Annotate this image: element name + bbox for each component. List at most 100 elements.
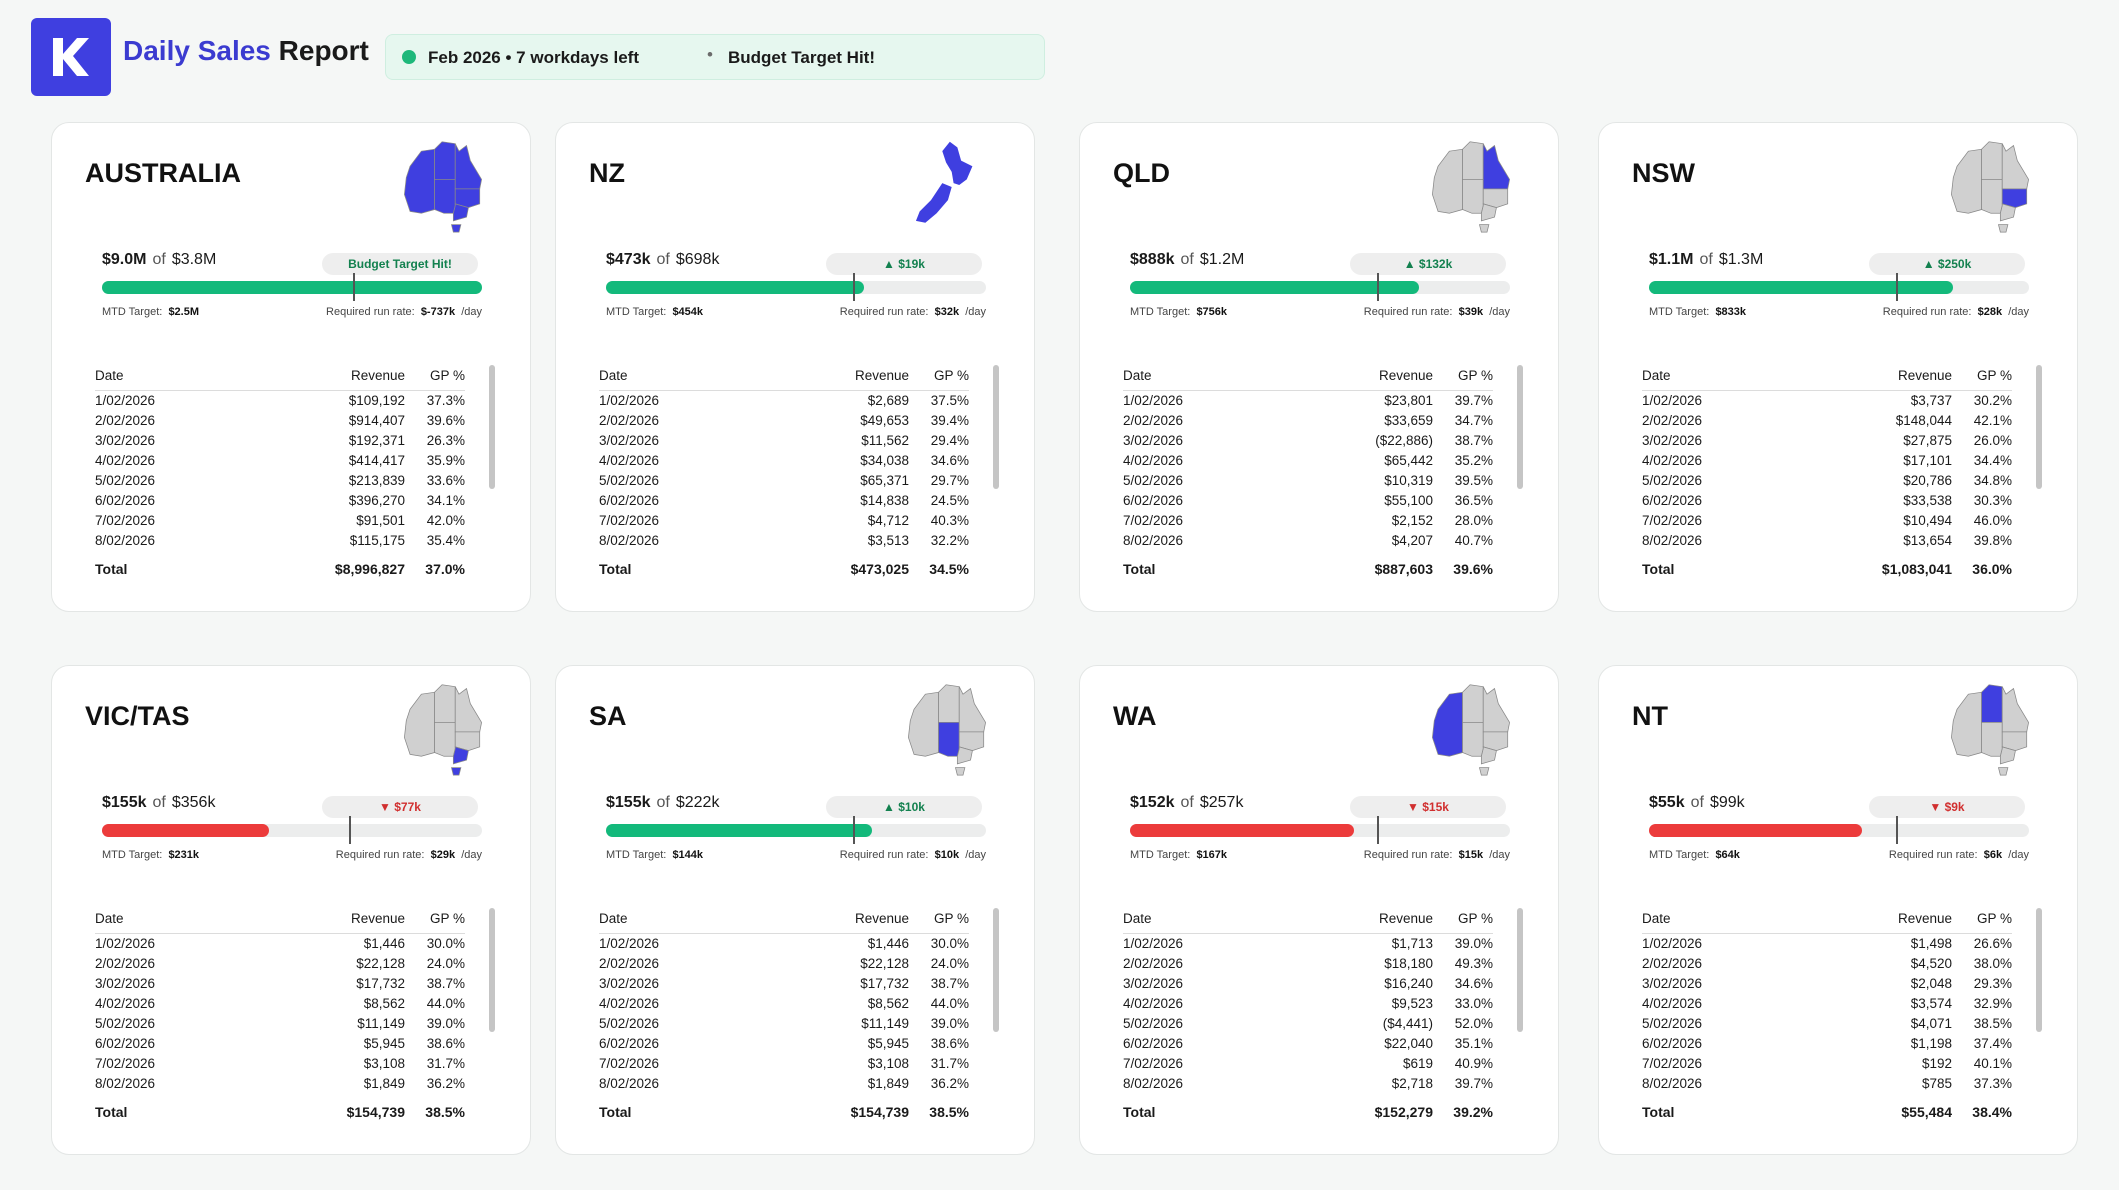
table-scrollbar[interactable]: [2036, 908, 2042, 1032]
table-row: 7/02/2026 $4,712 40.3%: [599, 511, 969, 531]
table-scrollbar[interactable]: [993, 908, 999, 1032]
row-gp: 24.0%: [426, 956, 465, 971]
row-date: 4/02/2026: [599, 453, 660, 468]
row-revenue: $8,562: [363, 996, 405, 1011]
daily-table[interactable]: Date Revenue GP % 1/02/2026 $1,713 39.0%…: [1123, 911, 1503, 1091]
table-row: 7/02/2026 $192 40.1%: [1642, 1054, 2012, 1074]
variance-badge: ▼ $9k: [1869, 796, 2025, 818]
row-revenue: $213,839: [348, 473, 405, 488]
table-scrollbar[interactable]: [1517, 908, 1523, 1032]
row-gp: 44.0%: [930, 996, 969, 1011]
table-header: Date Revenue GP %: [1123, 911, 1493, 934]
row-gp: 37.3%: [426, 393, 465, 408]
row-gp: 36.2%: [930, 1076, 969, 1091]
col-gp: GP %: [1433, 911, 1493, 934]
row-gp: 39.7%: [1454, 1076, 1493, 1091]
row-revenue: $33,659: [1384, 413, 1433, 428]
row-revenue: $1,498: [1910, 936, 1952, 951]
actual-sales: $9.0M: [102, 251, 147, 268]
daily-table[interactable]: Date Revenue GP % 1/02/2026 $2,689 37.5%…: [599, 368, 979, 548]
progress-fill: [102, 281, 482, 294]
row-date: 5/02/2026: [95, 473, 156, 488]
variance-badge: Budget Target Hit!: [322, 253, 478, 275]
row-date: 6/02/2026: [1123, 493, 1184, 508]
sales-summary: $9.0M of $3.8M: [102, 251, 216, 269]
mtd-target-marker: [1377, 816, 1379, 844]
row-gp: 39.0%: [930, 1016, 969, 1031]
daily-table[interactable]: Date Revenue GP % 1/02/2026 $1,446 30.0%…: [95, 911, 475, 1091]
table-row: 3/02/2026 $2,048 29.3%: [1642, 974, 2012, 994]
status-text: Feb 2026 • 7 workdays left: [428, 48, 639, 67]
row-date: 8/02/2026: [599, 1076, 660, 1091]
row-date: 8/02/2026: [1123, 533, 1184, 548]
row-revenue: $17,101: [1903, 453, 1952, 468]
row-revenue: $17,732: [860, 976, 909, 991]
table-row: 5/02/2026 $11,149 39.0%: [95, 1014, 465, 1034]
table-header: Date Revenue GP %: [599, 911, 969, 934]
row-gp: 30.2%: [1973, 393, 2012, 408]
progress-fill: [102, 824, 269, 837]
region-card-nsw: NSW $1.1M of $1.3M ▲ $250k MTD Target: $83…: [1598, 122, 2078, 612]
col-date: Date: [1123, 368, 1291, 391]
row-revenue: $115,175: [349, 533, 405, 548]
card-title: SA: [589, 701, 627, 731]
sa-map-icon: [908, 684, 986, 776]
daily-table[interactable]: Date Revenue GP % 1/02/2026 $23,801 39.7…: [1123, 368, 1503, 548]
table-row: 3/02/2026 $27,875 26.0%: [1642, 431, 2012, 451]
row-gp: 42.0%: [426, 513, 465, 528]
sales-summary: $155k of $356k: [102, 794, 215, 812]
table-row: 3/02/2026 $17,732 38.7%: [95, 974, 465, 994]
row-revenue: $11,149: [861, 1016, 909, 1031]
mtd-target-marker: [353, 273, 355, 301]
variance-badge: ▲ $132k: [1350, 253, 1506, 275]
row-revenue: $65,442: [1384, 453, 1433, 468]
col-date: Date: [599, 368, 772, 391]
mtd-target: MTD Target: $167k: [1130, 849, 1228, 861]
row-gp: 40.3%: [930, 513, 969, 528]
table-scrollbar[interactable]: [489, 908, 495, 1032]
row-revenue: $11,149: [357, 1016, 405, 1031]
table-scrollbar[interactable]: [1517, 365, 1523, 489]
progress-fill: [606, 281, 864, 294]
budget-target: $1.3M: [1718, 251, 1764, 268]
of-label: of: [1699, 251, 1713, 268]
row-gp: 42.1%: [1973, 413, 2012, 428]
row-revenue: $192,371: [348, 433, 405, 448]
table-row: 6/02/2026 $33,538 30.3%: [1642, 491, 2012, 511]
required-run-rate: Required run rate: $28k /day: [1882, 306, 2029, 318]
row-revenue: $16,240: [1384, 976, 1433, 991]
table-row: 4/02/2026 $414,417 35.9%: [95, 451, 465, 471]
table-row: 5/02/2026 ($4,441) 52.0%: [1123, 1014, 1493, 1034]
table-scrollbar[interactable]: [993, 365, 999, 489]
daily-table[interactable]: Date Revenue GP % 1/02/2026 $1,446 30.0%…: [599, 911, 979, 1091]
daily-table[interactable]: Date Revenue GP % 1/02/2026 $3,737 30.2%…: [1642, 368, 2022, 548]
actual-sales: $1.1M: [1649, 251, 1694, 268]
row-gp: 30.0%: [426, 936, 465, 951]
col-revenue: Revenue: [1295, 911, 1433, 934]
row-gp: 34.4%: [1973, 453, 2012, 468]
row-date: 4/02/2026: [1642, 996, 1703, 1011]
table-scrollbar[interactable]: [2036, 365, 2042, 489]
region-card-australia: AUSTRALIA $9.0M of $3.8M Budget Target Hit…: [51, 122, 531, 612]
table-header: Date Revenue GP %: [95, 911, 465, 934]
daily-table[interactable]: Date Revenue GP % 1/02/2026 $1,498 26.6%…: [1642, 911, 2022, 1091]
status-message: Budget Target Hit!: [728, 48, 876, 67]
row-revenue: $5,945: [867, 1036, 909, 1051]
required-run-rate: Required run rate: $39k /day: [1363, 306, 1510, 318]
mtd-target-marker: [1896, 273, 1898, 301]
row-date: 3/02/2026: [1642, 976, 1703, 991]
row-revenue: $619: [1402, 1056, 1433, 1071]
row-gp: 32.9%: [1973, 996, 2012, 1011]
daily-table[interactable]: Date Revenue GP % 1/02/2026 $109,192 37.…: [95, 368, 475, 548]
row-revenue: $785: [1921, 1076, 1952, 1091]
mtd-target-marker: [853, 273, 855, 301]
row-date: 1/02/2026: [1123, 393, 1184, 408]
row-gp: 39.0%: [426, 1016, 465, 1031]
actual-sales: $152k: [1130, 794, 1175, 811]
row-gp: 31.7%: [426, 1056, 465, 1071]
table-scrollbar[interactable]: [489, 365, 495, 489]
sales-summary: $888k of $1.2M: [1130, 251, 1244, 269]
row-revenue: $3,574: [1910, 996, 1952, 1011]
row-date: 8/02/2026: [1123, 1076, 1184, 1091]
total-revenue: $154,739: [346, 1104, 405, 1120]
